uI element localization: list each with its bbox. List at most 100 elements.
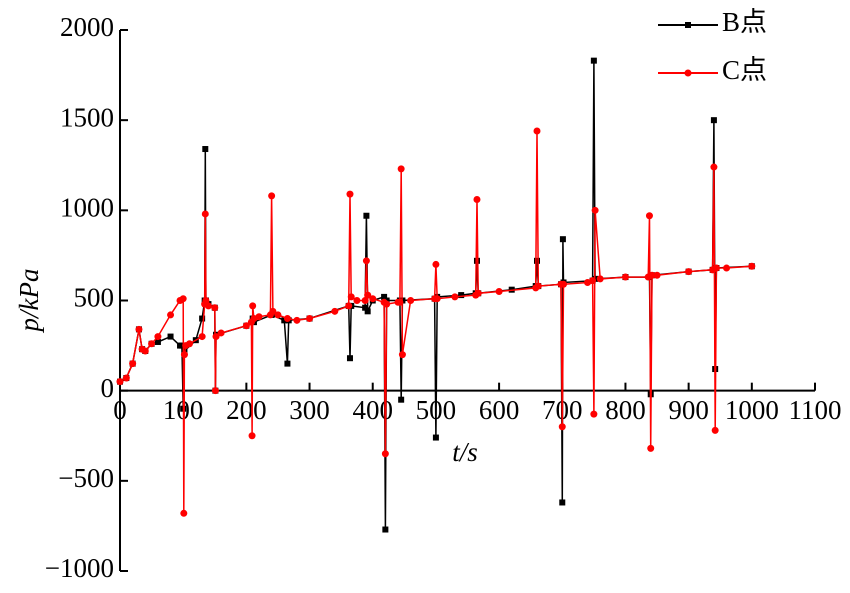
data-point	[560, 280, 568, 288]
data-point	[211, 304, 219, 312]
data-point	[353, 297, 361, 304]
data-point	[362, 257, 370, 265]
data-point	[186, 340, 193, 348]
data-point	[178, 342, 185, 349]
data-point	[451, 293, 459, 301]
data-point	[122, 374, 130, 382]
x-axis-label: t/s	[452, 437, 478, 467]
data-point	[179, 295, 187, 303]
y-tick-label: −500	[58, 463, 114, 493]
x-tick-label: 800	[605, 395, 646, 425]
data-point	[589, 277, 597, 285]
data-point	[346, 190, 354, 198]
x-tick-label: 1100	[789, 395, 842, 425]
data-point	[212, 333, 220, 341]
data-point	[283, 315, 291, 323]
y-tick-label: −1000	[45, 553, 114, 583]
x-tick-label: 600	[479, 395, 520, 425]
data-point	[621, 273, 629, 281]
x-tick-label: 200	[226, 395, 267, 425]
data-point	[249, 302, 257, 310]
data-point	[559, 499, 566, 506]
data-point	[645, 212, 653, 220]
data-point	[590, 57, 597, 64]
data-point	[180, 351, 188, 359]
data-point	[331, 307, 339, 315]
data-point	[306, 315, 314, 323]
data-point	[242, 322, 250, 330]
x-tick-label: 400	[352, 395, 393, 425]
data-point	[154, 338, 161, 345]
data-point	[361, 297, 369, 304]
data-point	[347, 293, 355, 301]
data-point	[202, 146, 209, 153]
data-point	[433, 295, 441, 303]
data-point	[398, 396, 405, 403]
data-point	[362, 304, 369, 311]
data-point	[255, 313, 263, 321]
data-point	[648, 271, 656, 279]
data-point	[363, 212, 370, 219]
y-tick-label: 500	[74, 283, 115, 313]
data-point	[381, 450, 389, 458]
x-tick-label: 1000	[725, 395, 779, 425]
data-point	[473, 257, 480, 264]
data-point	[710, 163, 718, 171]
data-point	[248, 432, 256, 440]
data-point	[284, 360, 291, 367]
data-point	[202, 297, 210, 304]
data-point	[199, 315, 206, 322]
data-point	[647, 444, 655, 452]
data-point	[148, 340, 156, 348]
data-point	[407, 297, 415, 304]
data-point	[116, 378, 124, 386]
legend-label: B点	[722, 7, 767, 37]
data-point	[590, 410, 598, 418]
legend-label: C点	[722, 55, 767, 85]
data-point	[364, 291, 372, 299]
data-point	[558, 423, 566, 431]
data-point	[274, 311, 282, 319]
data-point	[180, 509, 188, 517]
data-point	[432, 260, 440, 268]
y-axis-label: p/kPa	[14, 269, 44, 334]
legend-marker	[684, 69, 692, 77]
data-point	[167, 311, 175, 319]
x-tick-label: 0	[113, 395, 127, 425]
data-point	[345, 302, 353, 310]
data-point	[364, 308, 371, 315]
series-line	[119, 130, 752, 514]
data-point	[559, 236, 566, 243]
data-point	[346, 355, 353, 362]
data-point	[397, 165, 405, 173]
data-point	[217, 329, 225, 337]
data-point	[129, 360, 137, 368]
data-point	[398, 351, 406, 359]
data-point	[473, 196, 481, 204]
data-point	[141, 347, 149, 355]
y-tick-label: 0	[101, 373, 115, 403]
data-point	[201, 210, 209, 218]
data-point	[748, 262, 756, 270]
data-point	[204, 302, 212, 310]
data-point	[382, 526, 389, 533]
data-point	[495, 287, 503, 295]
data-point	[712, 264, 720, 272]
data-point	[269, 307, 277, 315]
data-point	[211, 387, 219, 395]
data-point	[534, 257, 540, 264]
data-point	[596, 275, 604, 283]
data-point	[432, 434, 439, 441]
data-point	[154, 333, 162, 341]
data-point	[653, 271, 661, 279]
data-point	[534, 282, 542, 290]
data-point	[396, 298, 404, 306]
x-tick-label: 300	[289, 395, 330, 425]
data-point	[711, 426, 719, 434]
y-tick-label: 1000	[60, 193, 114, 223]
data-point	[268, 192, 276, 200]
y-tick-label: 1500	[60, 102, 114, 132]
data-point	[591, 206, 599, 214]
